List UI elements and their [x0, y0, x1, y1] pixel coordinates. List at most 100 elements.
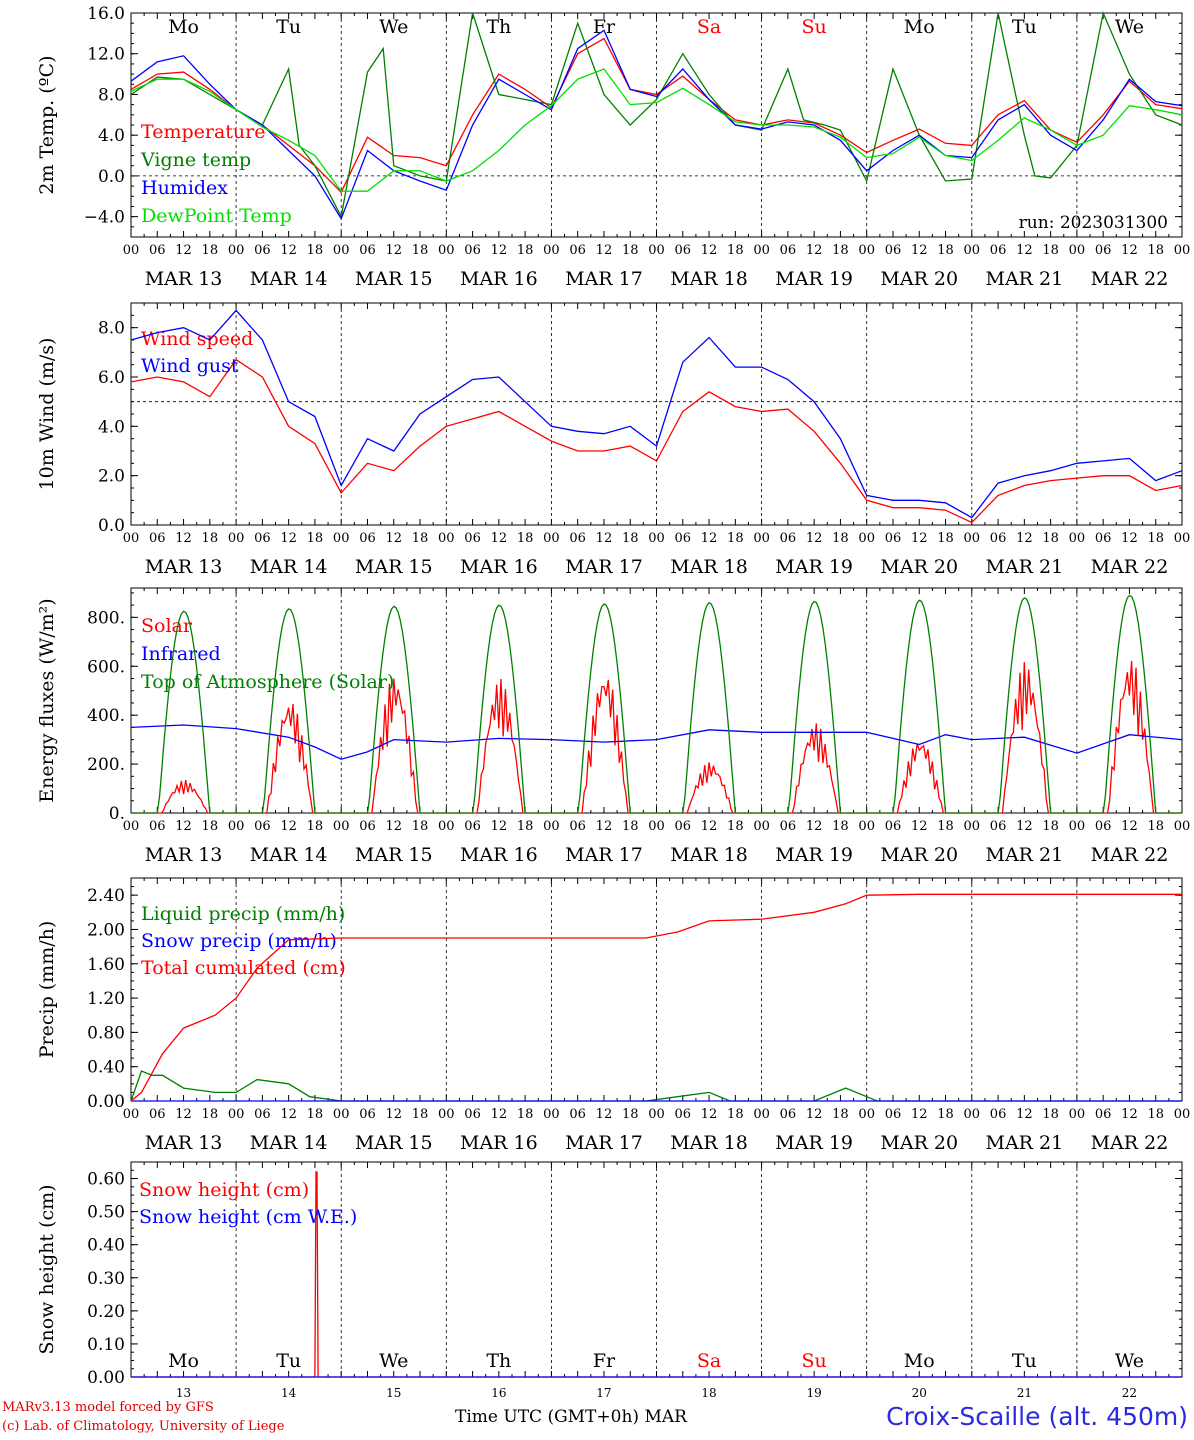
y-tick-label: 0.10 — [87, 1335, 125, 1355]
date-label: MAR 20 — [880, 268, 958, 290]
date-label: MAR 18 — [670, 556, 748, 578]
hour-tick-label: 06 — [254, 531, 271, 546]
date-label: MAR 13 — [145, 1132, 223, 1154]
date-label: MAR 13 — [145, 268, 223, 290]
hour-tick-label: 18 — [832, 819, 849, 834]
hour-tick-label: 18 — [727, 819, 744, 834]
hour-tick-label: 18 — [1147, 243, 1164, 258]
hour-tick-label: 00 — [858, 1107, 875, 1122]
hour-tick-label: 18 — [1147, 819, 1164, 834]
y-tick-label: 0.00 — [87, 1368, 125, 1388]
day-number-label: 15 — [386, 1386, 401, 1400]
y-tick-label: 600. — [87, 657, 125, 677]
hour-tick-label: 12 — [385, 531, 402, 546]
date-label: MAR 22 — [1091, 268, 1169, 290]
y-tick-label: 8.0 — [98, 85, 125, 105]
day-number-label: 21 — [1017, 1386, 1032, 1400]
hour-tick-label: 00 — [964, 531, 981, 546]
y-tick-label: 2.40 — [87, 886, 125, 906]
hour-tick-label: 00 — [1069, 243, 1086, 258]
y-tick-label: 1.20 — [87, 989, 125, 1009]
model-credit: MARv3.13 model forced by GFS — [2, 1400, 214, 1415]
hour-tick-label: 06 — [675, 1107, 692, 1122]
hour-tick-label: 06 — [254, 243, 271, 258]
hour-tick-label: 06 — [464, 1107, 481, 1122]
hour-tick-label: 00 — [333, 243, 350, 258]
hour-tick-label: 00 — [123, 1107, 140, 1122]
hour-tick-label: 00 — [123, 819, 140, 834]
hour-tick-label: 12 — [806, 1107, 823, 1122]
hour-tick-label: 12 — [701, 531, 718, 546]
hour-tick-label: 12 — [596, 819, 613, 834]
y-tick-label: 0.60 — [87, 1170, 125, 1190]
hour-tick-label: 00 — [1069, 819, 1086, 834]
day-number-label: 22 — [1122, 1386, 1137, 1400]
s1-series-line — [130, 10, 1183, 219]
legend-entry: Solar — [141, 615, 193, 637]
hour-tick-label: 00 — [543, 1107, 560, 1122]
weekday-label: Su — [802, 1350, 827, 1372]
chart-panel-2: 00 06 12 18 00 06 12 18 00 06 12 18 00 06 12 18 00 06 12 18… — [36, 302, 1190, 578]
y-tick-label: 0.30 — [87, 1269, 125, 1289]
hour-tick-label: 18 — [1042, 531, 1059, 546]
hour-tick-label: 06 — [254, 819, 271, 834]
hour-tick-label: 00 — [228, 531, 245, 546]
hour-tick-label: 18 — [307, 531, 324, 546]
hour-tick-label: 06 — [675, 819, 692, 834]
y-tick-label: 0.40 — [87, 1058, 125, 1078]
date-label: MAR 17 — [565, 268, 643, 290]
date-label: MAR 21 — [985, 1132, 1063, 1154]
hour-tick-label: 00 — [333, 531, 350, 546]
date-label: MAR 13 — [145, 844, 223, 866]
weekday-label: Mo — [168, 1350, 199, 1372]
legend-entry: Snow precip (mm/h) — [141, 930, 337, 952]
hour-tick-label: 00 — [438, 243, 455, 258]
hour-tick-label: 18 — [832, 1107, 849, 1122]
date-label: MAR 15 — [355, 1132, 433, 1154]
hour-tick-label: 00 — [438, 819, 455, 834]
date-label: MAR 16 — [460, 844, 538, 866]
hour-tick-label: 18 — [412, 531, 429, 546]
hour-tick-label: 06 — [149, 1107, 166, 1122]
hour-tick-label: 00 — [753, 1107, 770, 1122]
y-tick-label: 16.0 — [87, 4, 125, 24]
y-tick-label: 12.0 — [87, 45, 125, 65]
hour-tick-label: 00 — [543, 243, 560, 258]
hour-tick-label: 06 — [780, 531, 797, 546]
station-name: Croix-Scaille (alt. 450m) — [886, 1402, 1188, 1431]
weekday-label: Tu — [1012, 1350, 1037, 1372]
hour-tick-label: 18 — [1042, 243, 1059, 258]
date-label: MAR 14 — [250, 556, 328, 578]
hour-tick-label: 12 — [491, 531, 508, 546]
date-label: MAR 16 — [460, 1132, 538, 1154]
legend-entry: Liquid precip (mm/h) — [141, 903, 345, 925]
lab-credit: (c) Lab. of Climatology, University of L… — [2, 1419, 285, 1434]
date-label: MAR 18 — [670, 1132, 748, 1154]
date-label: MAR 14 — [250, 268, 328, 290]
hour-tick-label: 18 — [727, 1107, 744, 1122]
hour-tick-label: 18 — [937, 531, 954, 546]
hour-tick-label: 12 — [806, 531, 823, 546]
y-tick-label: 200. — [87, 755, 125, 775]
hour-tick-label: 12 — [385, 1107, 402, 1122]
y-axis-label: Energy fluxes (W/m²) — [36, 598, 58, 802]
date-label: MAR 19 — [775, 844, 853, 866]
hour-tick-label: 06 — [359, 819, 376, 834]
date-label: MAR 16 — [460, 268, 538, 290]
hour-tick-label: 00 — [964, 819, 981, 834]
y-tick-label: 800. — [87, 608, 125, 628]
y-tick-label: −4.0 — [84, 208, 125, 228]
hour-tick-label: 18 — [412, 1107, 429, 1122]
hour-tick-label: 18 — [202, 531, 219, 546]
hour-tick-label: 06 — [885, 1107, 902, 1122]
y-tick-label: 0.0 — [98, 167, 125, 187]
hour-tick-label: 12 — [280, 819, 297, 834]
hour-tick-label: 18 — [622, 1107, 639, 1122]
hour-tick-label: 06 — [885, 243, 902, 258]
legend-entry: Snow height (cm W.E.) — [139, 1206, 357, 1228]
hour-tick-label: 18 — [937, 819, 954, 834]
s0-series-line — [130, 358, 1183, 524]
hour-tick-label: 06 — [149, 819, 166, 834]
hour-tick-label: 18 — [727, 531, 744, 546]
